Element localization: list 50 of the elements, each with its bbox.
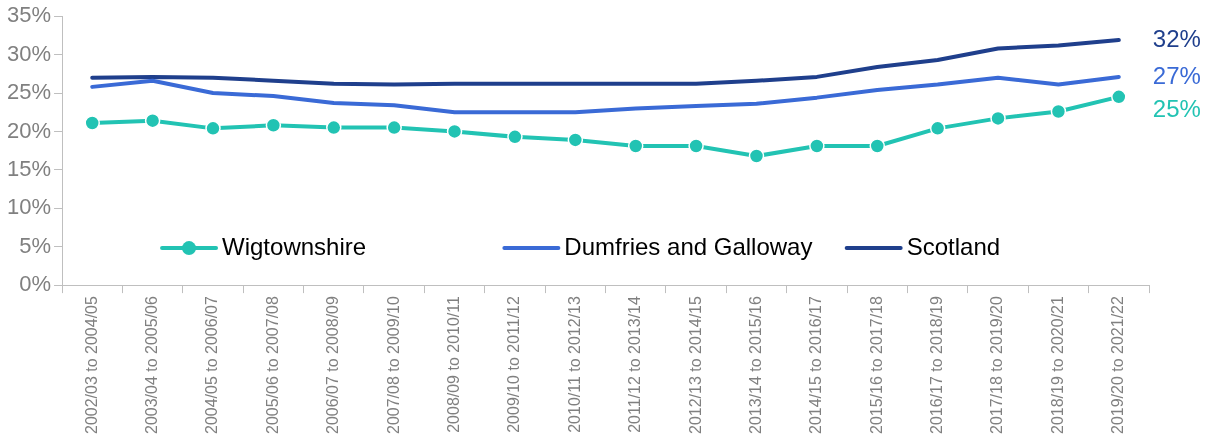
point bbox=[627, 138, 644, 154]
point bbox=[688, 138, 704, 154]
legend-label: Dumfries and Galloway bbox=[564, 232, 813, 260]
x-tick-label: 2014/15 to 2016/17 bbox=[807, 295, 825, 434]
x-tick-label: 2003/04 to 2005/06 bbox=[143, 295, 161, 434]
x-tick-label: 2005/06 to 2007/08 bbox=[263, 295, 281, 434]
x-tick-label: 2013/14 to 2015/16 bbox=[746, 295, 764, 434]
x-tick-label: 2018/19 to 2020/21 bbox=[1048, 295, 1066, 434]
data-label: 25% bbox=[1152, 95, 1201, 123]
point bbox=[748, 148, 765, 164]
point bbox=[84, 115, 100, 131]
y-tick-label: 10% bbox=[6, 194, 52, 220]
point bbox=[507, 129, 523, 145]
x-tick-label: 2004/05 to 2006/07 bbox=[203, 295, 221, 434]
point bbox=[205, 120, 221, 137]
x-tick-label: 2016/17 to 2018/19 bbox=[928, 295, 946, 434]
y-tick-label: 25% bbox=[6, 79, 52, 105]
point bbox=[929, 120, 946, 137]
y-tick-label: 30% bbox=[6, 40, 52, 66]
x-tick-label: 2015/16 to 2017/18 bbox=[867, 295, 885, 434]
y-tick-label: 20% bbox=[6, 117, 52, 143]
x-tick-label: 2006/07 to 2008/09 bbox=[324, 295, 342, 434]
point bbox=[567, 132, 584, 148]
y-tick-label: 5% bbox=[19, 232, 52, 258]
point bbox=[990, 110, 1006, 127]
point bbox=[446, 123, 463, 140]
x-tick-label: 2017/18 to 2019/20 bbox=[988, 295, 1006, 434]
point bbox=[144, 112, 161, 129]
y-tick-label: 15% bbox=[6, 155, 52, 181]
point bbox=[1111, 89, 1127, 105]
x-tick-label: 2009/10 to 2011/12 bbox=[505, 295, 523, 433]
data-label: 32% bbox=[1152, 24, 1201, 52]
x-tick-label: 2012/13 to 2014/15 bbox=[686, 295, 704, 434]
y-tick-label: 35% bbox=[6, 2, 52, 28]
legend-label: Scotland bbox=[906, 232, 1001, 260]
point bbox=[326, 119, 342, 136]
point bbox=[809, 138, 825, 154]
legend-label: Wigtownshire bbox=[222, 232, 367, 260]
x-tick-label: 2002/03 to 2004/05 bbox=[82, 295, 100, 434]
point bbox=[869, 138, 886, 154]
x-tick-label: 2010/11 to 2012/13 bbox=[565, 295, 583, 433]
x-tick-label: 2011/12 to 2013/14 bbox=[626, 295, 644, 433]
point bbox=[265, 117, 282, 134]
data-label: 27% bbox=[1152, 61, 1201, 89]
x-tick-label: 2019/20 to 2021/22 bbox=[1109, 295, 1127, 434]
point bbox=[386, 119, 402, 136]
x-tick-label: 2008/09 to 2010/11 bbox=[444, 295, 462, 433]
point bbox=[1050, 103, 1067, 120]
y-tick-label: 0% bbox=[19, 271, 52, 297]
x-tick-label: 2007/08 to 2009/10 bbox=[384, 295, 402, 434]
